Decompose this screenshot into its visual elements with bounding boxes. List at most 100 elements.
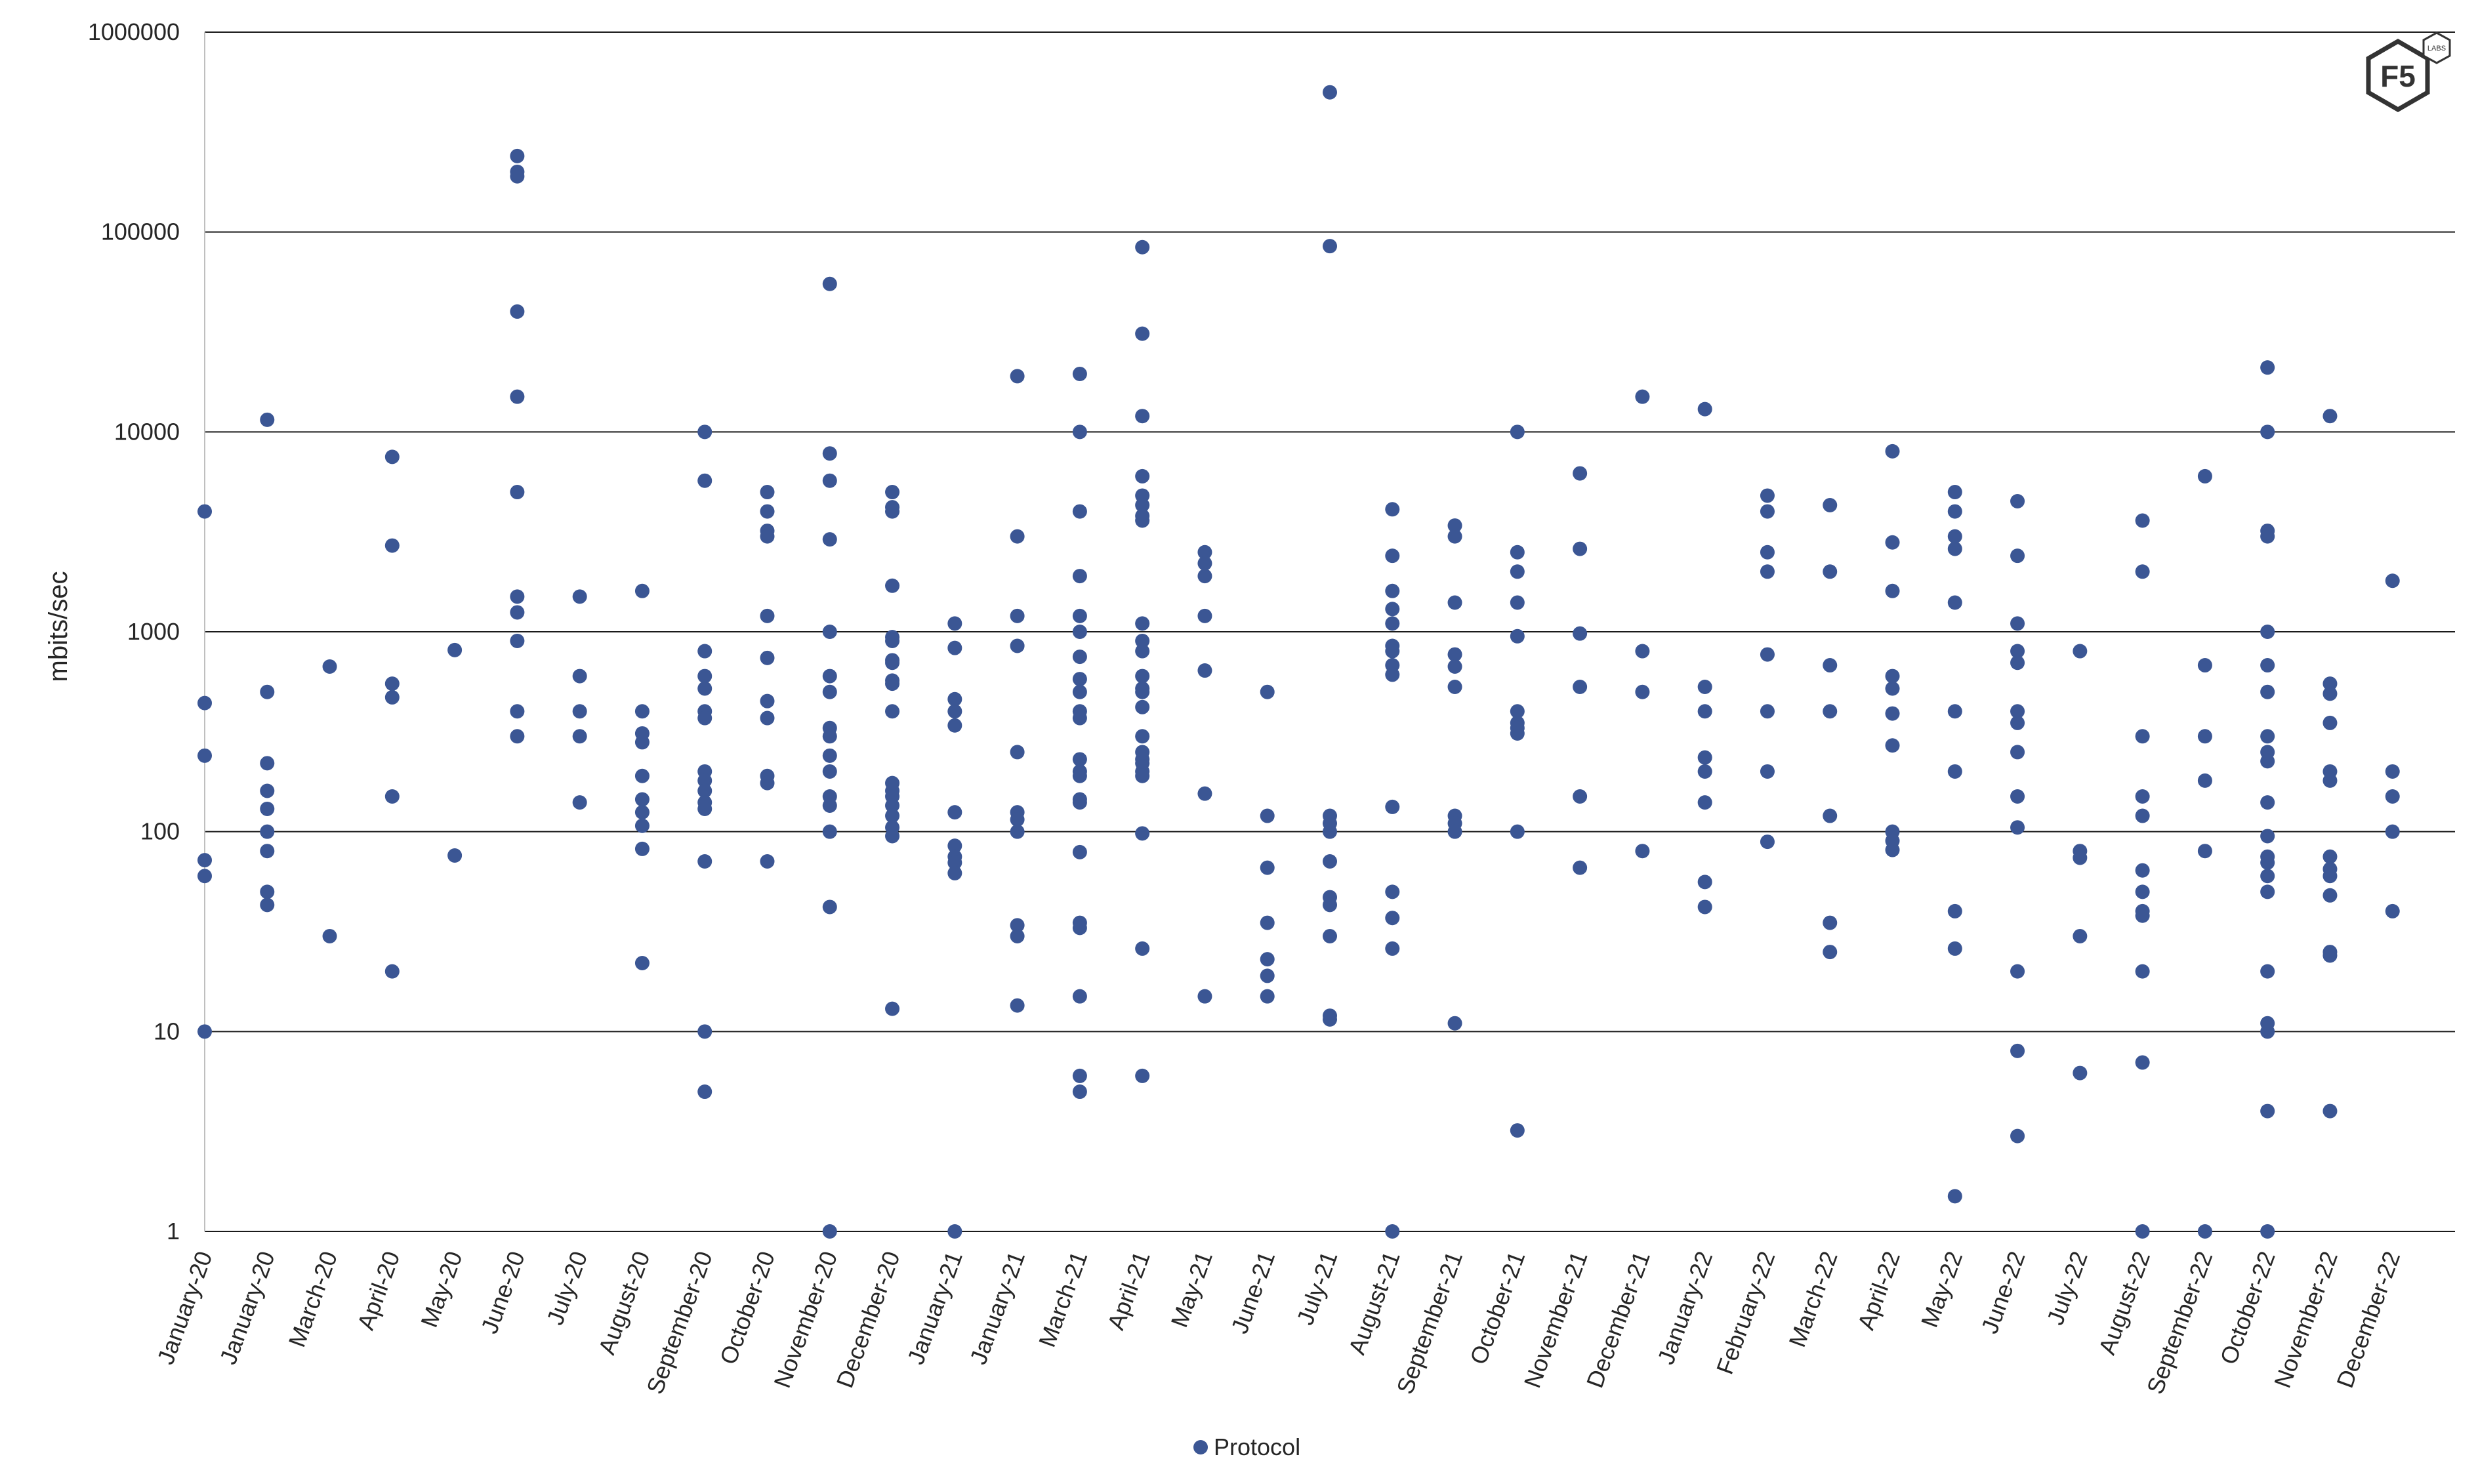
- data-point: [1760, 704, 1775, 719]
- data-point: [2135, 908, 2150, 923]
- data-point: [510, 169, 525, 184]
- data-point: [2260, 795, 2275, 810]
- data-point: [384, 964, 400, 979]
- data-point: [1260, 989, 1275, 1004]
- data-point: [2260, 684, 2275, 699]
- data-point: [2073, 1065, 2088, 1081]
- data-point: [634, 818, 650, 833]
- data-point: [1135, 768, 1150, 783]
- data-point: [2260, 1024, 2275, 1039]
- data-point: [760, 608, 775, 623]
- data-point: [1135, 409, 1150, 424]
- data-point: [1260, 808, 1275, 823]
- data-point: [1447, 595, 1462, 610]
- data-point: [1385, 616, 1400, 631]
- data-point: [760, 775, 775, 791]
- data-point: [384, 789, 400, 804]
- data-point: [1072, 989, 1087, 1004]
- data-points: [197, 85, 2400, 1239]
- data-point: [1947, 541, 1962, 556]
- data-point: [2260, 964, 2275, 979]
- data-point: [1947, 595, 1962, 610]
- data-point: [1323, 854, 1337, 869]
- data-point: [510, 304, 525, 319]
- data-point: [1135, 1068, 1150, 1083]
- data-point: [2135, 808, 2150, 823]
- data-point: [1697, 875, 1712, 890]
- y-tick-label: 10000: [114, 418, 180, 445]
- data-point: [1072, 684, 1087, 699]
- data-point: [2135, 1055, 2150, 1070]
- data-point: [885, 485, 900, 500]
- data-point: [1135, 633, 1150, 648]
- data-point: [1323, 85, 1337, 100]
- data-point: [947, 838, 962, 854]
- data-point: [2323, 686, 2338, 701]
- data-point: [2385, 824, 2400, 839]
- data-point: [947, 805, 962, 820]
- data-point: [1072, 366, 1087, 381]
- data-point: [885, 808, 900, 823]
- data-point: [1697, 704, 1712, 719]
- data-point: [2010, 655, 2025, 670]
- data-point: [2010, 1043, 2025, 1058]
- data-point: [1573, 626, 1588, 641]
- data-point: [1323, 239, 1337, 254]
- data-point: [1010, 745, 1025, 760]
- data-point: [260, 756, 275, 771]
- data-point: [2260, 424, 2275, 440]
- data-point: [1323, 824, 1337, 839]
- data-point: [510, 605, 525, 620]
- data-point: [822, 473, 837, 488]
- data-point: [1447, 659, 1462, 674]
- data-point: [1823, 498, 1838, 513]
- data-point: [1197, 556, 1212, 571]
- data-point: [947, 1224, 962, 1239]
- data-point: [2135, 1224, 2150, 1239]
- data-point: [2010, 1128, 2025, 1144]
- data-point: [885, 655, 900, 670]
- data-point: [697, 1024, 712, 1039]
- y-tick-label: 1000: [127, 618, 180, 645]
- data-point: [822, 1224, 837, 1239]
- data-point: [2260, 360, 2275, 375]
- data-point: [1447, 1016, 1462, 1031]
- data-point: [1385, 548, 1400, 564]
- data-point: [634, 704, 650, 719]
- data-point: [1635, 844, 1650, 859]
- data-point: [1072, 504, 1087, 519]
- data-point: [1760, 545, 1775, 560]
- data-point: [634, 805, 650, 820]
- data-point: [384, 690, 400, 705]
- data-point: [1823, 915, 1838, 930]
- data-point: [1072, 711, 1087, 726]
- data-point: [1072, 752, 1087, 767]
- data-point: [1197, 608, 1212, 623]
- data-point: [1385, 644, 1400, 659]
- data-point: [634, 768, 650, 783]
- data-point: [1510, 704, 1525, 719]
- data-point: [2197, 773, 2212, 788]
- data-point: [1447, 529, 1462, 544]
- data-point: [1510, 824, 1525, 839]
- data-point: [760, 504, 775, 519]
- data-point: [384, 676, 400, 691]
- data-point: [2260, 829, 2275, 844]
- data-point: [1573, 860, 1588, 875]
- data-point: [2135, 863, 2150, 878]
- data-point: [1510, 564, 1525, 579]
- y-tick-label: 1: [167, 1218, 180, 1245]
- data-point: [510, 704, 525, 719]
- data-point: [1135, 513, 1150, 528]
- data-point: [2073, 928, 2088, 943]
- data-point: [2197, 844, 2212, 859]
- data-point: [260, 824, 275, 839]
- data-point: [1823, 945, 1838, 960]
- data-point: [2010, 715, 2025, 730]
- data-point: [2323, 715, 2338, 730]
- data-point: [1385, 911, 1400, 926]
- data-point: [760, 854, 775, 869]
- data-point: [1760, 488, 1775, 503]
- data-point: [260, 684, 275, 699]
